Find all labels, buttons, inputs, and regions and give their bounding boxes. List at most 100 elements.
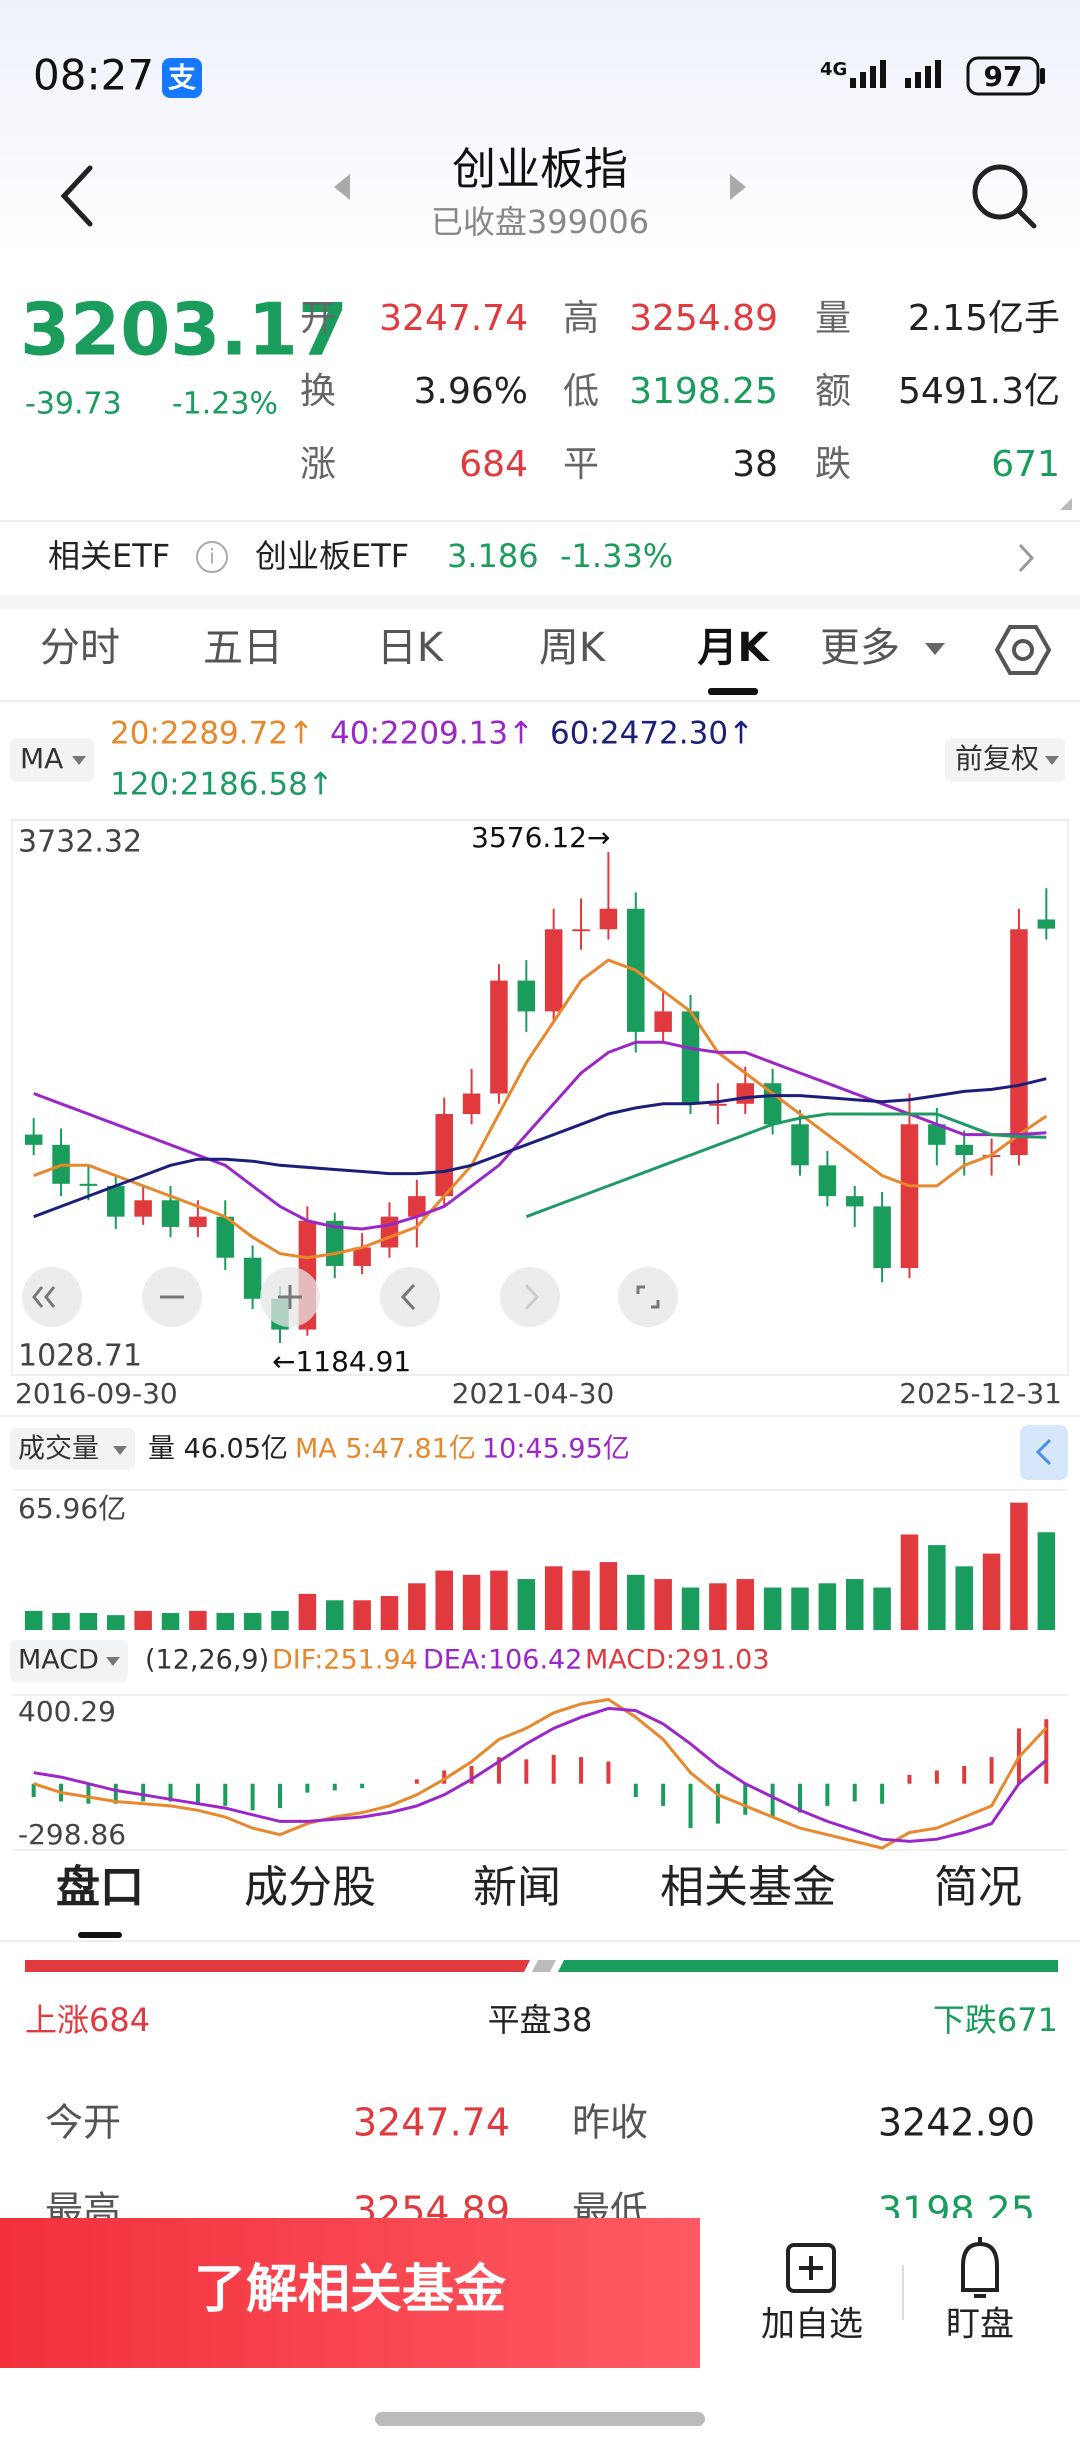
header-title: 创业板指 [452,144,628,195]
search-button[interactable] [972,164,1037,229]
volume-bar [189,1610,207,1630]
bottom-action[interactable]: 加自选 [761,2305,863,2345]
volume-legend: MA 5:47.81亿 [295,1434,476,1465]
macd-legend: MACD:291.03 [585,1645,770,1676]
ma-line [33,1077,1047,1219]
volume-legend: 10:45.95亿 [482,1434,630,1465]
volume-bar [736,1579,755,1630]
candle-body [1037,919,1056,929]
battery-tip [1040,68,1045,84]
volume-legend: 量 46.05亿 [148,1434,288,1465]
period-tab[interactable]: 周K [539,625,607,671]
volume-bar [517,1579,536,1630]
candle-body [435,1114,453,1197]
quote-value: 684 [459,444,528,485]
volume-bar [1010,1502,1028,1630]
detail-tab[interactable]: 盘口 [56,1862,144,1913]
candle-body [490,980,508,1094]
candle-body [763,1083,782,1125]
divider [0,1940,1080,1942]
chart-control[interactable] [500,1267,560,1327]
detail-tab[interactable]: 相关基金 [660,1862,836,1913]
detail-value: 3242.90 [878,2101,1035,2145]
volume-bar [928,1545,946,1630]
candle-body [818,1165,837,1197]
more-caret [925,643,945,655]
selector-box [945,738,1065,782]
volume-bar [982,1553,1001,1630]
candle-body [107,1185,125,1217]
period-tab[interactable]: 五日 [203,625,283,671]
ma-legend: 60:2472.30↑ [550,716,754,752]
period-tab[interactable]: 日K [377,625,445,671]
volume-bar [408,1583,426,1630]
period-tab[interactable]: 更多 [820,625,900,671]
volume-bar [24,1610,43,1630]
y-tick-label: -298.86 [18,1818,126,1851]
quote-value: 5491.3亿 [898,371,1060,412]
selector-caret [1045,756,1059,765]
candle-body [353,1247,371,1266]
detail-tab[interactable]: 简况 [934,1862,1022,1913]
info-icon[interactable] [196,541,228,573]
x-tick-label: 2021-04-30 [452,1377,615,1410]
candle-body [1010,929,1028,1156]
selector-box [10,738,94,782]
volume-bar [298,1593,317,1630]
divider [0,700,1080,702]
status-time: 08:27 [33,51,154,100]
detail-tab-underline [78,1932,122,1938]
quote-label: 低 [563,371,599,412]
detail-label: 今开 [45,2101,121,2145]
candle-body [161,1200,180,1227]
quote-value: 671 [991,444,1060,485]
etf-chevron[interactable] [1018,543,1035,573]
period-tab[interactable]: 月K [698,625,771,671]
chart-control-icon [524,1283,540,1311]
candle-body [408,1196,426,1217]
ma-line [525,1112,1047,1219]
period-tab[interactable]: 分时 [40,625,120,671]
y-tick-label: 1028.71 [18,1339,142,1374]
candle-body [462,1093,481,1115]
section-gap [0,595,1080,609]
quote-value: 38 [732,444,778,485]
candle-body [928,1124,946,1145]
macd-legend: DEA:106.42 [423,1645,582,1676]
detail-tab[interactable]: 成分股 [244,1862,376,1913]
chart-control[interactable] [618,1267,678,1327]
settings-icon[interactable] [994,625,1052,675]
collapse-tab[interactable] [1020,1425,1068,1480]
cta-button[interactable] [0,2218,700,2368]
volume-bar [79,1613,98,1630]
selector-box [10,1428,135,1470]
volume-bar [818,1583,837,1630]
tab-underline [708,688,758,695]
settings-icon-dot [1012,639,1034,661]
candle-body [900,1124,919,1268]
divider [0,520,1080,522]
chart-control[interactable] [22,1267,82,1327]
etf-name[interactable]: 创业板ETF [255,537,409,575]
quote-label: 换 [300,371,336,412]
quote-label: 高 [563,298,599,339]
back-button[interactable] [60,165,93,227]
ma-legend: 120:2186.58↑ [110,767,334,803]
indicator-selector: MACD [18,1645,99,1676]
volume-bar [955,1566,973,1630]
detail-tab[interactable]: 新闻 [473,1862,561,1913]
breadth-up: 上涨684 [25,2001,150,2039]
x-tick-label: 2016-09-30 [15,1377,178,1410]
prev-index[interactable] [334,174,350,200]
ma-legend: 40:2209.13↑ [330,716,534,752]
candle-body [791,1124,809,1166]
quote-label: 额 [815,371,851,412]
volume-bar [681,1587,700,1630]
x-tick-label: 2025-12-31 [899,1377,1062,1410]
next-index[interactable] [730,174,746,200]
bottom-action[interactable]: 盯盘 [946,2305,1014,2345]
chart-control[interactable] [380,1267,440,1327]
ma-legend: 20:2289.72↑ [110,716,314,752]
candle-body [79,1183,98,1186]
